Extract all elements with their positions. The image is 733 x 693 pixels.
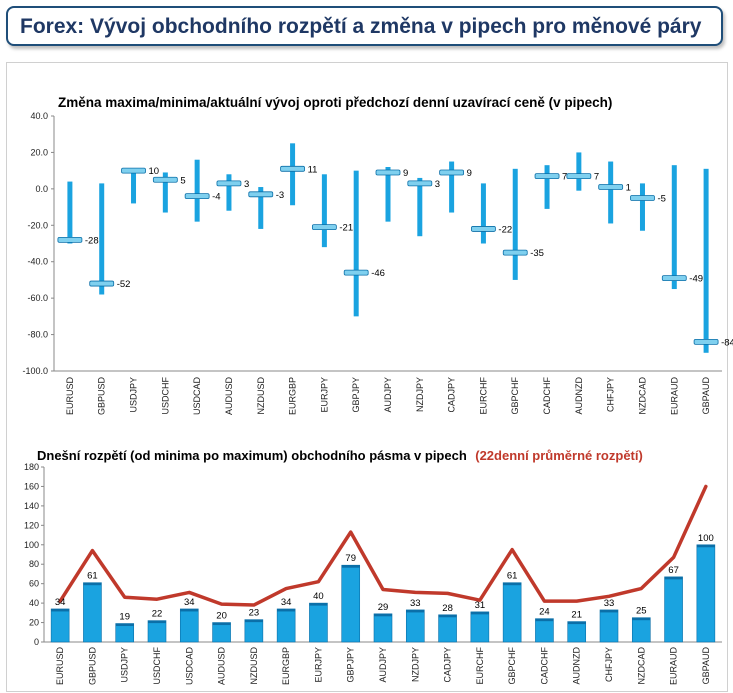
range-bar: [290, 143, 296, 206]
range-bar: [544, 165, 550, 209]
data-label: 9: [403, 168, 408, 179]
category-label: USDJPY: [129, 377, 139, 413]
current-marker: [693, 338, 719, 345]
current-marker: [248, 191, 274, 198]
range-bar: [385, 167, 391, 222]
current-marker: [375, 169, 401, 176]
range-bar: [131, 170, 137, 204]
current-marker: [630, 195, 655, 201]
y-tick-label: -80.0: [27, 330, 48, 340]
y-tick-label: 40.0: [30, 111, 48, 121]
current-marker: [502, 249, 528, 256]
category-label: EURJPY: [319, 377, 329, 413]
category-label: CHFJPY: [606, 377, 616, 412]
data-label: 9: [467, 168, 472, 179]
category-label: GBPAUD: [701, 377, 711, 415]
range-bar: [639, 183, 645, 231]
data-label: 3: [244, 179, 249, 190]
range-bar: [99, 183, 105, 295]
data-label: -28: [85, 235, 99, 246]
data-label: 11: [308, 164, 318, 175]
range-bar: [162, 172, 168, 213]
category-label: AUDJPY: [383, 377, 393, 413]
current-marker: [152, 176, 178, 183]
current-marker: [534, 173, 560, 180]
data-label: -4: [212, 192, 220, 203]
category-label: USDCAD: [192, 377, 202, 416]
data-label: -21: [339, 223, 353, 234]
data-label: 3: [435, 179, 440, 190]
y-tick-label: -60.0: [27, 293, 48, 303]
data-label: -46: [371, 268, 385, 279]
current-marker: [598, 184, 624, 190]
current-marker: [343, 269, 369, 276]
category-label: NZDCAD: [637, 377, 647, 415]
current-marker: [566, 173, 592, 180]
category-label: AUDUSD: [224, 377, 234, 416]
category-label: EURAUD: [669, 377, 679, 416]
range-bar: [449, 161, 455, 213]
category-label: USDCHF: [160, 376, 170, 414]
range-bar: [258, 187, 264, 229]
range-bar: [512, 168, 518, 280]
current-marker: [184, 193, 210, 200]
category-label: GBPUSD: [97, 377, 107, 416]
data-label: 7: [562, 172, 567, 183]
category-label: EURGBP: [288, 377, 298, 415]
current-marker: [89, 280, 115, 287]
current-marker: [661, 275, 687, 282]
category-label: NZDJPY: [415, 377, 425, 412]
data-label: -35: [530, 248, 544, 259]
current-marker: [439, 169, 465, 176]
category-label: EURCHF: [478, 376, 488, 414]
y-tick-label: -100.0: [22, 366, 48, 376]
range-bar: [576, 152, 582, 191]
y-tick-label: -20.0: [27, 220, 48, 230]
data-label: -22: [498, 224, 512, 235]
data-label: -3: [276, 190, 284, 201]
category-label: CADJPY: [447, 377, 457, 413]
data-label: -52: [117, 279, 131, 290]
category-label: GBPJPY: [351, 377, 361, 413]
page-title: Forex: Vývoj obchodního rozpětí a změna …: [20, 15, 702, 38]
category-label: CADCHF: [542, 376, 552, 414]
category-label: GBPCHF: [510, 377, 520, 415]
range-bar: [671, 165, 677, 290]
range-bar: [194, 159, 200, 222]
range-bar: [67, 181, 73, 244]
current-marker: [121, 167, 146, 174]
category-label: AUDNZD: [574, 377, 584, 415]
data-label: -49: [689, 274, 703, 285]
y-tick-label: -40.0: [27, 257, 48, 267]
data-label: -84: [721, 337, 733, 348]
range-chart-title: Změna maxima/minima/aktuální vývoj oprot…: [58, 95, 612, 110]
range-bar: [480, 183, 486, 244]
range-bar: [703, 168, 709, 353]
current-marker: [471, 226, 496, 232]
range-bar: [417, 177, 423, 237]
range-bar: [226, 174, 232, 211]
current-marker: [280, 165, 305, 172]
range-bar: [353, 170, 359, 317]
data-label: 10: [149, 166, 160, 177]
category-label: EURUSD: [65, 377, 75, 416]
data-label: 7: [594, 172, 599, 183]
data-label: 1: [626, 183, 631, 194]
range-bar: [608, 161, 614, 224]
current-marker: [407, 180, 433, 187]
charts-panel: [6, 62, 728, 692]
data-label: -5: [657, 193, 665, 204]
y-tick-label: 20.0: [30, 147, 48, 157]
category-label: NZDUSD: [256, 377, 266, 415]
current-marker: [311, 224, 337, 231]
y-tick-label: 0.0: [35, 184, 48, 194]
current-marker: [216, 180, 242, 187]
data-label: 5: [180, 175, 185, 186]
current-marker: [57, 236, 83, 243]
header-box: Forex: Vývoj obchodního rozpětí a změna …: [6, 6, 723, 46]
range-bar: [321, 174, 327, 248]
range-chart: Změna maxima/minima/aktuální vývoj oprot…: [22, 95, 733, 416]
